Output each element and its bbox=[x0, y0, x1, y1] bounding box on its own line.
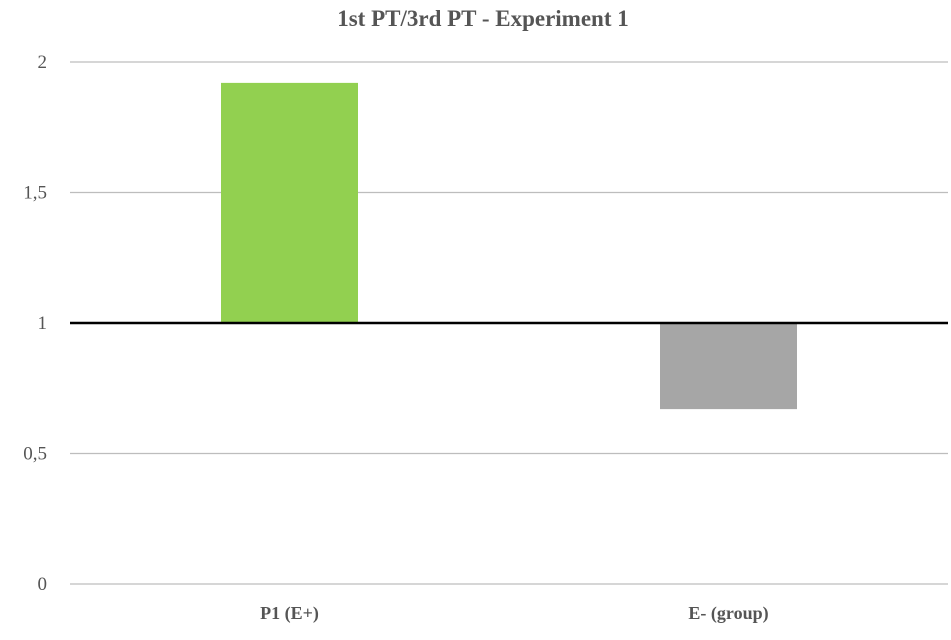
bars bbox=[221, 82, 797, 410]
bar bbox=[221, 82, 358, 323]
y-tick-label: 1,5 bbox=[23, 183, 47, 204]
x-tick-label: E- (group) bbox=[688, 603, 768, 624]
y-tick-label: 0 bbox=[38, 574, 48, 595]
y-tick-label: 0,5 bbox=[23, 444, 47, 465]
y-tick-label: 1 bbox=[38, 313, 48, 334]
x-axis-ticks: P1 (E+) E- (group) bbox=[260, 603, 768, 624]
chart-title: 1st PT/3rd PT - Experiment 1 bbox=[337, 6, 629, 31]
y-axis-ticks: 0 0,5 1 1,5 2 bbox=[23, 52, 47, 595]
bar bbox=[660, 323, 797, 410]
x-tick-label: P1 (E+) bbox=[260, 603, 319, 624]
y-tick-label: 2 bbox=[38, 52, 48, 73]
